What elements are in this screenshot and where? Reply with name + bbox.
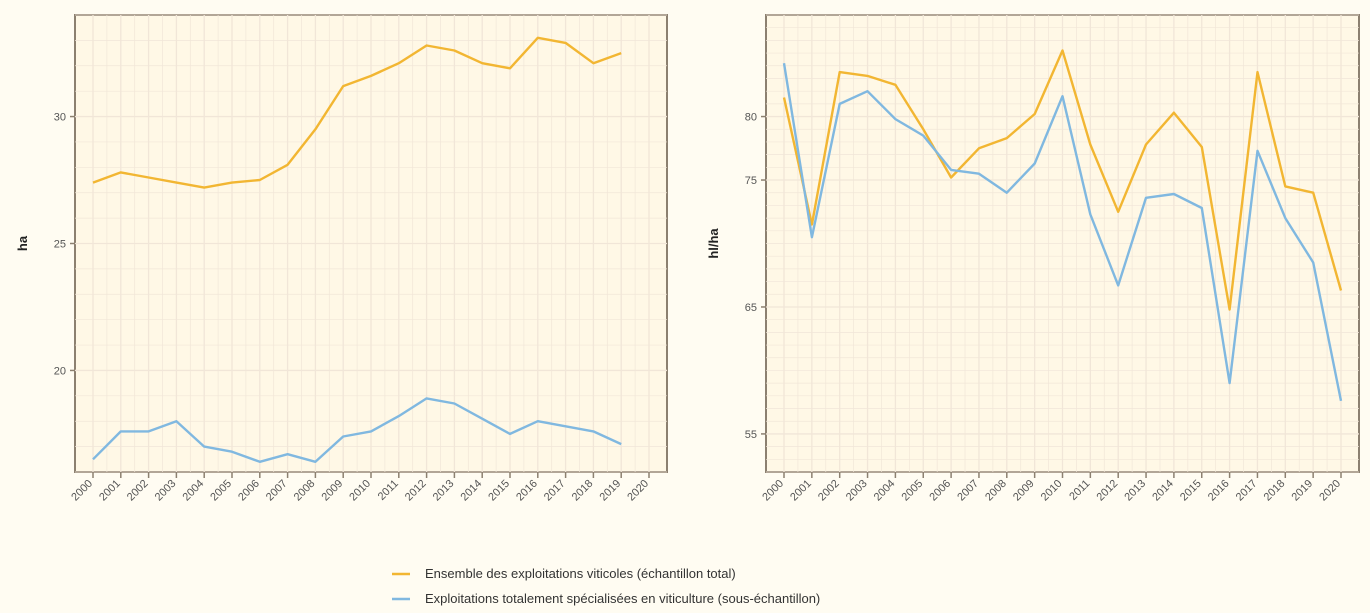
x-tick-label: 2006 [927,478,953,504]
y-tick-label: 25 [54,239,66,251]
x-tick-label: 2013 [1122,478,1148,504]
y-tick-label: 55 [745,429,757,441]
series-line-specialised [92,397,622,463]
left-series [92,36,622,463]
x-tick-label: 2019 [598,478,624,504]
left-y-axis-label: ha [15,235,30,251]
right-y-axis-label: hl/ha [706,228,721,259]
right-chart-panel: 55 65 75 80 2000 2001 2002 2003 2004 2005 2006 2007… [706,14,1360,504]
series-line-specialised [782,63,1343,402]
x-tick-label: 2017 [1234,478,1260,504]
series-line-total [92,36,622,189]
x-tick-label: 2005 [208,478,234,504]
y-tick-label: 80 [745,112,757,124]
x-tick-label: 2003 [844,478,870,504]
legend: Ensemble des exploitations viticoles (éc… [392,566,820,606]
x-tick-label: 2012 [403,478,429,504]
x-tick-label: 2017 [542,478,568,504]
x-tick-label: 2004 [181,478,207,504]
x-tick-label: 2020 [1317,478,1343,504]
right-series [782,49,1343,402]
x-tick-label: 2019 [1289,478,1315,504]
x-tick-label: 2016 [1206,478,1232,504]
left-gridlines [75,14,667,473]
x-tick-label: 2018 [570,478,596,504]
series-line-total [782,49,1343,311]
x-tick-label: 2001 [788,478,814,504]
x-tick-label: 2004 [872,478,898,504]
x-tick-label: 2003 [153,478,179,504]
x-tick-label: 2000 [760,478,786,504]
x-tick-label: 2009 [320,478,346,504]
x-tick-label: 2012 [1095,478,1121,504]
x-tick-label: 2002 [816,478,842,504]
x-tick-label: 2008 [292,478,318,504]
x-tick-label: 2018 [1262,478,1288,504]
x-tick-label: 2011 [1067,478,1092,503]
y-tick-label: 75 [745,175,757,187]
legend-label-specialised: Exploitations totalement spécialisées en… [425,591,820,606]
x-tick-label: 2007 [264,478,290,504]
x-tick-label: 2009 [1011,478,1037,504]
legend-label-total: Ensemble des exploitations viticoles (éc… [425,566,736,581]
y-tick-label: 65 [745,302,757,314]
x-tick-label: 2016 [514,478,540,504]
y-tick-label: 20 [54,365,66,377]
x-tick-label: 2014 [1150,478,1176,504]
x-tick-label: 2011 [376,478,401,503]
x-tick-label: 2008 [983,478,1009,504]
y-tick-label: 30 [54,112,66,124]
x-tick-label: 2005 [900,478,926,504]
x-tick-label: 2015 [486,478,512,504]
x-tick-label: 2020 [625,478,651,504]
right-gridlines [766,14,1359,473]
x-tick-label: 2001 [97,478,123,504]
x-tick-label: 2000 [69,478,95,504]
x-tick-label: 2002 [125,478,151,504]
x-tick-label: 2010 [1039,478,1065,504]
x-tick-label: 2013 [431,478,457,504]
x-tick-label: 2006 [236,478,262,504]
x-tick-label: 2015 [1178,478,1204,504]
x-tick-label: 2010 [347,478,373,504]
x-tick-label: 2007 [955,478,981,504]
x-tick-label: 2014 [459,478,485,504]
